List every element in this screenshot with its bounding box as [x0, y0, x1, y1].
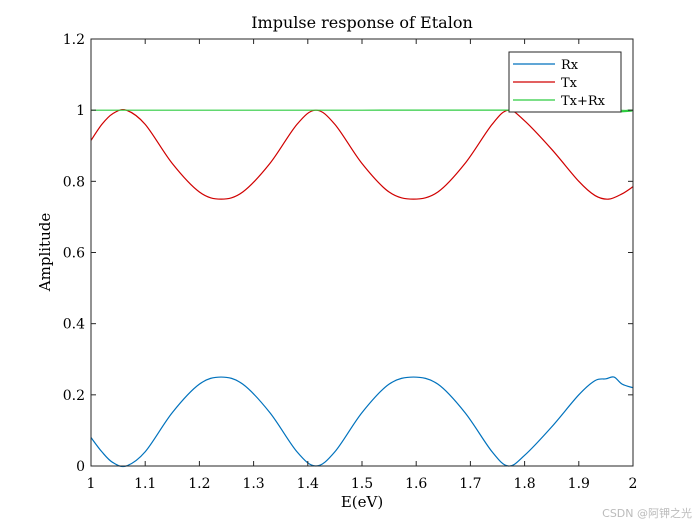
- x-tick-label: 2: [629, 476, 638, 492]
- series-line-tx: [90, 109, 634, 200]
- x-tick-label: 1.6: [405, 476, 427, 492]
- x-tick-label: 1.1: [134, 476, 156, 492]
- legend-label: Tx: [561, 76, 578, 91]
- series-line-rx: [90, 376, 634, 468]
- x-tick-label: 1.4: [297, 476, 319, 492]
- watermark: CSDN @阿钾之光: [602, 507, 692, 520]
- x-tick-label: 1.2: [188, 476, 210, 492]
- y-tick-label: 0.2: [63, 388, 85, 404]
- x-axis-label: E(eV): [341, 493, 383, 511]
- plot-lines: [90, 109, 634, 468]
- chart-title: Impulse response of Etalon: [251, 13, 473, 32]
- y-axis: 0 0.2 0.4 0.6 0.8 1 1.2: [63, 32, 633, 475]
- y-tick-label: 1.2: [63, 32, 85, 48]
- y-tick-label: 0: [76, 459, 85, 475]
- legend: Rx Tx Tx+Rx: [508, 51, 622, 113]
- y-tick-label: 0.6: [63, 246, 85, 262]
- y-tick-label: 1: [76, 103, 85, 119]
- x-tick-label: 1.5: [351, 476, 373, 492]
- y-tick-label: 0.8: [63, 174, 85, 190]
- legend-label: Tx+Rx: [561, 94, 606, 109]
- x-tick-label: 1.3: [242, 476, 264, 492]
- y-tick-label: 0.4: [63, 317, 85, 333]
- legend-label: Rx: [561, 58, 579, 73]
- y-axis-label: Amplitude: [36, 213, 54, 293]
- x-tick-label: 1.7: [459, 476, 481, 492]
- x-axis: 1 1.1 1.2 1.3 1.4 1.5 1.6 1.7 1.8 1.9 2: [87, 39, 638, 492]
- x-tick-label: 1.9: [568, 476, 590, 492]
- x-tick-label: 1: [87, 476, 96, 492]
- x-tick-label: 1.8: [513, 476, 535, 492]
